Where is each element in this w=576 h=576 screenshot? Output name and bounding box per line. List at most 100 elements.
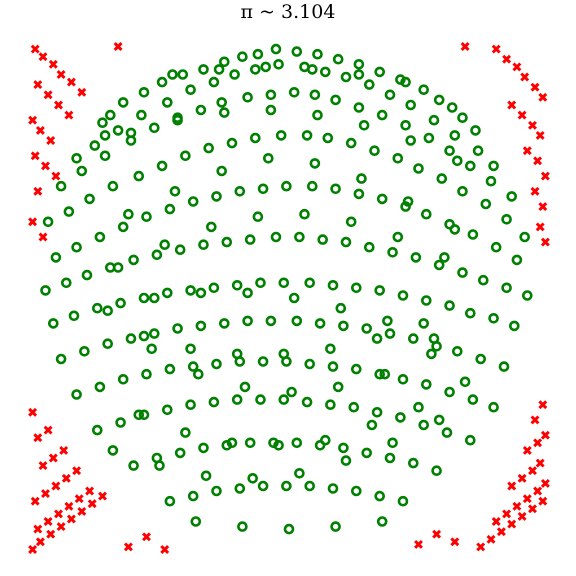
inside-point (206, 221, 217, 233)
inside-point (374, 285, 386, 296)
inside-point (164, 363, 176, 375)
inside-point (361, 323, 373, 334)
inside-point (136, 109, 147, 121)
inside-point (340, 236, 352, 248)
outside-point (528, 120, 537, 130)
outside-point (538, 202, 548, 212)
inside-point (439, 252, 450, 263)
inside-point (382, 315, 393, 327)
inside-point (322, 132, 334, 144)
inside-point (185, 285, 196, 296)
inside-point (278, 348, 290, 360)
inside-point (244, 437, 256, 449)
inside-point (446, 102, 458, 113)
inside-point (180, 150, 191, 162)
inside-point (374, 490, 386, 502)
inside-point (154, 460, 165, 471)
inside-point (441, 427, 453, 438)
inside-point (262, 153, 274, 164)
inside-point (304, 358, 316, 370)
inside-point (133, 170, 145, 182)
inside-point (470, 125, 481, 136)
inside-point (55, 353, 67, 365)
inside-point (433, 94, 445, 106)
inside-point (97, 117, 108, 128)
inside-point (275, 130, 287, 141)
inside-point (133, 409, 145, 421)
outside-point (507, 519, 517, 529)
outside-point (98, 491, 107, 501)
inside-point (278, 277, 290, 289)
inside-point (413, 163, 424, 174)
inside-point (420, 379, 432, 390)
outside-point (66, 77, 76, 87)
inside-point (407, 457, 419, 469)
inside-point (203, 142, 214, 154)
inside-point (410, 252, 422, 263)
inside-point (319, 434, 331, 446)
inside-point (219, 107, 230, 118)
inside-point (348, 401, 360, 413)
inside-point (405, 99, 417, 111)
inside-point (164, 203, 176, 215)
outside-point (33, 524, 43, 534)
outside-point (123, 542, 133, 552)
inside-point (350, 363, 362, 375)
outside-point (540, 478, 550, 488)
inside-point (501, 282, 512, 294)
inside-point (281, 180, 292, 192)
inside-point (229, 69, 240, 80)
inside-point (141, 211, 152, 222)
inside-point (185, 84, 196, 95)
inside-point (350, 282, 362, 294)
outside-point (507, 481, 517, 491)
inside-point (221, 439, 233, 451)
inside-point (345, 216, 357, 228)
inside-point (304, 480, 316, 492)
inside-point (451, 155, 463, 167)
outside-point (528, 504, 537, 514)
inside-point (250, 132, 261, 144)
inside-point (211, 358, 222, 370)
inside-point (480, 198, 492, 210)
inside-point (174, 244, 186, 255)
inside-point (162, 287, 173, 299)
inside-point (172, 323, 183, 334)
inside-point (237, 51, 248, 63)
inside-point (350, 485, 362, 497)
outside-point (522, 146, 532, 156)
outside-point (33, 80, 43, 90)
inside-point (117, 373, 129, 385)
inside-point (174, 447, 186, 459)
inside-point (291, 437, 303, 449)
inside-point (149, 292, 160, 304)
inside-point (242, 287, 253, 299)
inside-point (162, 404, 173, 416)
inside-point (384, 328, 396, 339)
outside-point (51, 481, 61, 491)
inside-point (519, 231, 531, 243)
inside-point (464, 434, 476, 446)
outside-point (64, 110, 74, 120)
inside-point (231, 394, 243, 405)
inside-point (475, 353, 487, 365)
inside-point (428, 333, 440, 344)
inside-point (198, 64, 209, 75)
inside-point (407, 333, 419, 344)
inside-point (219, 56, 230, 68)
inside-point (511, 254, 523, 266)
outside-point (61, 473, 71, 483)
inside-point (234, 186, 246, 197)
inside-point (317, 234, 329, 245)
inside-point (231, 279, 243, 291)
inside-point (327, 483, 339, 494)
inside-point (431, 465, 442, 477)
outside-point (414, 539, 423, 549)
inside-point (379, 368, 391, 380)
outside-point (43, 90, 53, 100)
inside-point (125, 127, 137, 139)
inside-point (107, 180, 119, 192)
inside-point (477, 274, 489, 286)
outside-point (77, 87, 87, 97)
inside-point (353, 69, 365, 80)
